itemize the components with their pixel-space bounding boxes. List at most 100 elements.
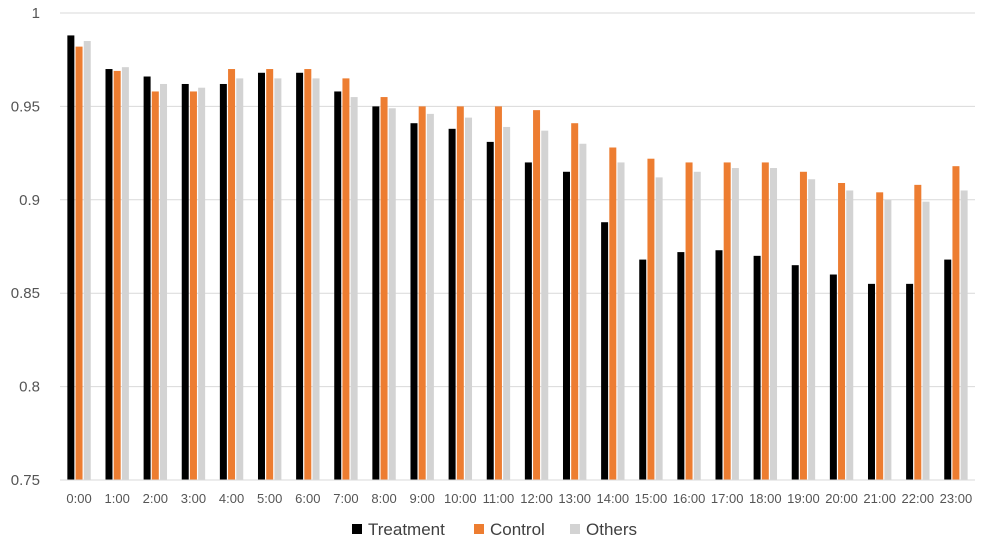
x-tick-label: 14:00 <box>597 491 630 506</box>
bar-treatment-1200 <box>524 162 532 480</box>
bar-treatment-1500 <box>639 259 647 480</box>
legend-swatch-treatment <box>352 524 362 534</box>
bar-control-800 <box>380 97 388 480</box>
bar-control-1900 <box>799 171 807 480</box>
y-tick-label: 0.95 <box>11 98 40 115</box>
bar-treatment-2200 <box>906 283 914 480</box>
legend-swatch-others <box>570 524 580 534</box>
x-tick-label: 7:00 <box>333 491 358 506</box>
bar-others-1000 <box>465 117 473 481</box>
bar-others-900 <box>426 113 434 481</box>
bar-others-1900 <box>808 179 816 480</box>
bar-treatment-1700 <box>715 250 723 480</box>
x-tick-label: 18:00 <box>749 491 782 506</box>
bar-treatment-500 <box>257 72 265 480</box>
bar-control-2000 <box>838 182 846 481</box>
x-tick-label: 19:00 <box>787 491 820 506</box>
bar-treatment-1800 <box>753 255 761 480</box>
bar-treatment-900 <box>410 123 418 481</box>
bar-treatment-300 <box>181 83 189 480</box>
bar-treatment-400 <box>219 83 227 480</box>
bar-others-1100 <box>503 126 511 480</box>
bar-others-700 <box>350 97 358 480</box>
bar-control-1700 <box>723 162 731 480</box>
bar-control-1800 <box>761 162 769 480</box>
bar-others-400 <box>236 78 244 480</box>
bar-control-1600 <box>685 162 693 480</box>
bar-others-2100 <box>884 199 892 481</box>
x-tick-label: 21:00 <box>863 491 896 506</box>
bar-control-1100 <box>494 106 502 481</box>
bar-others-2200 <box>922 201 930 481</box>
bar-control-300 <box>189 91 197 481</box>
x-tick-label: 8:00 <box>371 491 396 506</box>
bar-treatment-600 <box>296 72 304 480</box>
x-tick-label: 23:00 <box>940 491 973 506</box>
bar-treatment-800 <box>372 106 380 481</box>
y-tick-label: 0.9 <box>19 192 40 209</box>
bar-control-400 <box>228 69 236 480</box>
bar-treatment-000 <box>67 35 75 481</box>
x-tick-label: 22:00 <box>902 491 935 506</box>
legend-label-control: Control <box>490 520 545 539</box>
bars <box>67 35 968 481</box>
gridlines <box>60 12 975 388</box>
bar-others-1300 <box>579 143 587 480</box>
bar-treatment-1400 <box>601 222 609 480</box>
x-tick-label: 1:00 <box>105 491 130 506</box>
x-tick-label: 2:00 <box>143 491 168 506</box>
x-tick-label: 4:00 <box>219 491 244 506</box>
bar-control-1200 <box>533 110 541 480</box>
legend: Treatment Control Others <box>352 520 637 539</box>
bar-control-100 <box>113 70 121 480</box>
bar-treatment-1300 <box>562 171 570 480</box>
bar-others-100 <box>121 67 129 481</box>
bar-others-1600 <box>693 171 701 480</box>
x-tick-label: 15:00 <box>635 491 668 506</box>
x-tick-label: 5:00 <box>257 491 282 506</box>
y-tick-label: 0.8 <box>19 379 40 396</box>
y-tick-label: 0.75 <box>11 472 40 489</box>
bar-treatment-2000 <box>829 274 837 480</box>
x-tick-label: 20:00 <box>825 491 858 506</box>
x-tick-label: 17:00 <box>711 491 744 506</box>
y-tick-label: 0.85 <box>11 285 40 302</box>
bar-others-800 <box>388 108 396 481</box>
bar-others-2300 <box>960 190 968 480</box>
y-tick-label: 1 <box>32 5 40 22</box>
bar-control-2100 <box>876 192 884 480</box>
x-tick-label: 16:00 <box>673 491 706 506</box>
legend-swatch-control <box>474 524 484 534</box>
bar-others-300 <box>198 87 206 480</box>
x-tick-label: 13:00 <box>558 491 591 506</box>
bar-others-1400 <box>617 162 625 480</box>
bar-control-000 <box>75 46 83 481</box>
x-tick-label: 10:00 <box>444 491 477 506</box>
bar-control-2200 <box>914 184 922 481</box>
legend-label-treatment: Treatment <box>368 520 445 539</box>
bar-control-1500 <box>647 158 655 480</box>
x-tick-label: 0:00 <box>66 491 91 506</box>
bar-others-600 <box>312 78 320 480</box>
bar-treatment-1000 <box>448 128 456 480</box>
bar-control-700 <box>342 78 350 480</box>
bar-others-000 <box>83 41 91 481</box>
bar-control-900 <box>418 106 426 481</box>
bar-others-1200 <box>541 130 549 480</box>
bar-others-1800 <box>770 168 778 481</box>
bar-treatment-1900 <box>791 265 799 480</box>
bar-control-200 <box>151 91 159 481</box>
bar-control-1300 <box>571 123 579 481</box>
bar-control-600 <box>304 69 312 480</box>
x-tick-label: 12:00 <box>520 491 553 506</box>
x-tick-label: 11:00 <box>483 491 515 506</box>
bar-treatment-2300 <box>944 259 952 480</box>
bar-control-500 <box>266 69 274 480</box>
bar-others-1700 <box>731 168 739 481</box>
bar-control-1400 <box>609 147 617 480</box>
x-tick-label: 6:00 <box>295 491 320 506</box>
x-tick-label: 9:00 <box>410 491 435 506</box>
